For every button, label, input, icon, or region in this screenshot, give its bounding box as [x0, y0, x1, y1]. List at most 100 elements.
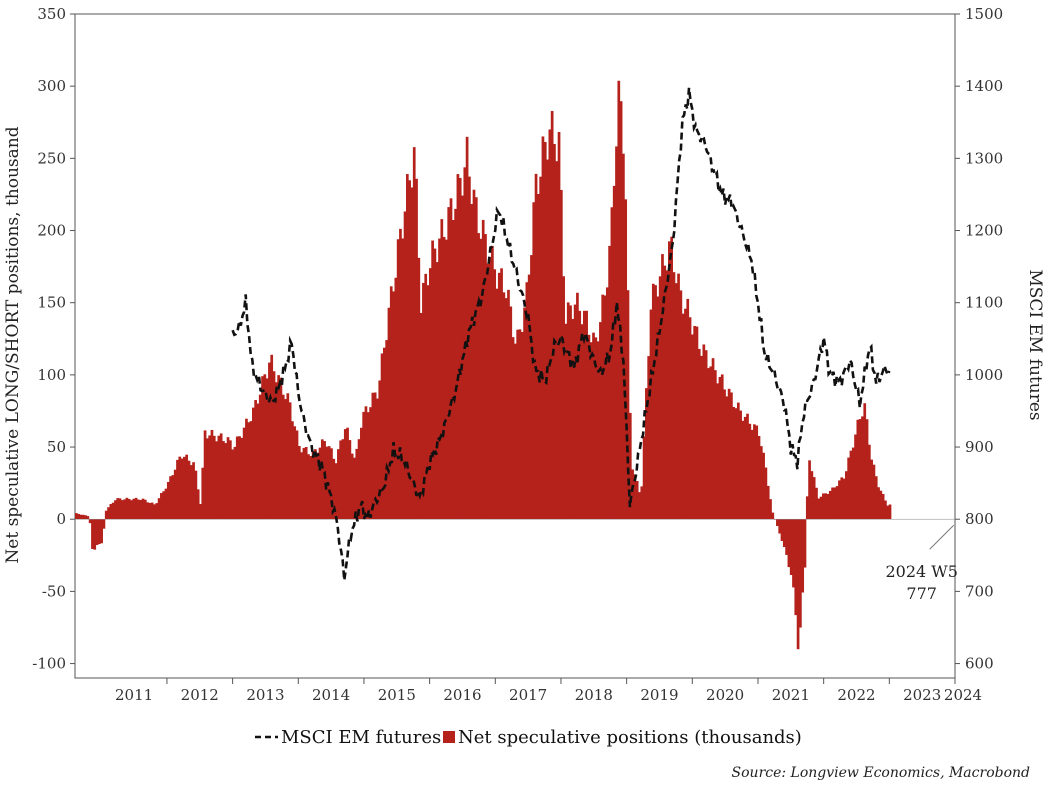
bar	[686, 298, 690, 520]
bar	[769, 499, 772, 520]
bar	[203, 430, 207, 520]
bar	[886, 505, 890, 520]
bar	[569, 305, 572, 520]
x-tick-label: 2011	[115, 686, 153, 704]
bar	[835, 486, 839, 520]
x-tick-label: 2024	[944, 686, 982, 704]
bar	[235, 436, 239, 520]
x-tick-label: 2014	[312, 686, 350, 704]
bar	[484, 234, 487, 520]
bar	[362, 411, 366, 520]
bar	[877, 487, 880, 520]
bar	[851, 447, 855, 520]
bar	[638, 492, 641, 520]
left-tick-label: 0	[56, 510, 66, 528]
bar	[739, 410, 742, 520]
bar	[888, 504, 892, 520]
bar	[571, 318, 575, 520]
bar	[86, 516, 90, 520]
bar	[355, 448, 359, 520]
bar	[523, 307, 526, 520]
bar	[300, 452, 303, 520]
bar	[192, 462, 195, 520]
bar	[104, 510, 108, 520]
bar	[824, 493, 828, 520]
right-tick-label: 900	[965, 438, 994, 456]
left-tick-label: -50	[42, 582, 66, 600]
bar	[162, 491, 166, 520]
bar	[762, 452, 765, 520]
bar	[631, 469, 634, 520]
left-tick-label: 150	[37, 294, 66, 312]
right-tick-label: 1100	[965, 294, 1003, 312]
bar	[803, 519, 807, 568]
bar	[764, 467, 768, 520]
bar	[330, 448, 333, 520]
bar	[84, 515, 87, 520]
left-tick-label: -100	[32, 655, 66, 673]
bar	[541, 136, 545, 520]
bar	[559, 189, 563, 520]
legend: MSCI EM futures Net speculative position…	[255, 727, 802, 748]
bar	[454, 208, 457, 520]
bar	[134, 497, 138, 520]
bar	[81, 514, 85, 520]
bar	[242, 427, 246, 520]
bar	[796, 519, 800, 650]
x-tick-label: 2016	[443, 686, 481, 704]
bar	[587, 334, 591, 520]
annotation-arrow	[929, 524, 955, 550]
bar	[281, 394, 285, 520]
bar	[550, 111, 554, 520]
source-text: Source: Longview Economics, Macrobond	[732, 765, 1030, 781]
bar	[447, 207, 451, 520]
bar	[109, 504, 113, 520]
bar	[323, 441, 326, 520]
bar	[387, 307, 391, 520]
bar	[626, 290, 630, 520]
bar	[780, 519, 784, 541]
bar	[580, 324, 584, 520]
bar	[415, 178, 418, 520]
bar	[107, 507, 110, 520]
bar	[291, 421, 294, 520]
bar	[884, 500, 887, 520]
bar	[553, 143, 556, 520]
bar	[125, 497, 129, 520]
bar	[576, 292, 579, 520]
bar	[265, 378, 269, 520]
msci-em-line	[231, 87, 891, 581]
bar	[497, 272, 501, 520]
bar	[316, 452, 320, 520]
bar	[500, 268, 503, 520]
bar	[628, 412, 632, 520]
bar	[831, 487, 834, 520]
bar	[477, 233, 480, 520]
bar	[143, 499, 147, 520]
bar	[97, 519, 101, 545]
bar	[224, 443, 228, 520]
bar	[206, 438, 209, 520]
bar	[697, 348, 701, 520]
bar	[93, 519, 97, 550]
bar	[472, 189, 476, 520]
x-tick-label: 2022	[837, 686, 875, 704]
legend-line-label: MSCI EM futures	[281, 727, 441, 748]
bar	[872, 464, 876, 520]
bar	[734, 408, 738, 520]
bar	[277, 375, 280, 520]
bar	[741, 420, 745, 520]
bar	[141, 498, 145, 520]
bar	[396, 239, 400, 520]
bar	[677, 273, 680, 520]
bar	[176, 459, 179, 520]
bar	[514, 343, 517, 520]
bar	[479, 238, 483, 520]
bar	[688, 317, 692, 520]
bar	[702, 344, 706, 520]
bar	[360, 427, 363, 520]
bar	[157, 498, 161, 520]
bar	[114, 500, 117, 520]
bar	[155, 503, 159, 520]
x-tick-label: 2019	[640, 686, 678, 704]
